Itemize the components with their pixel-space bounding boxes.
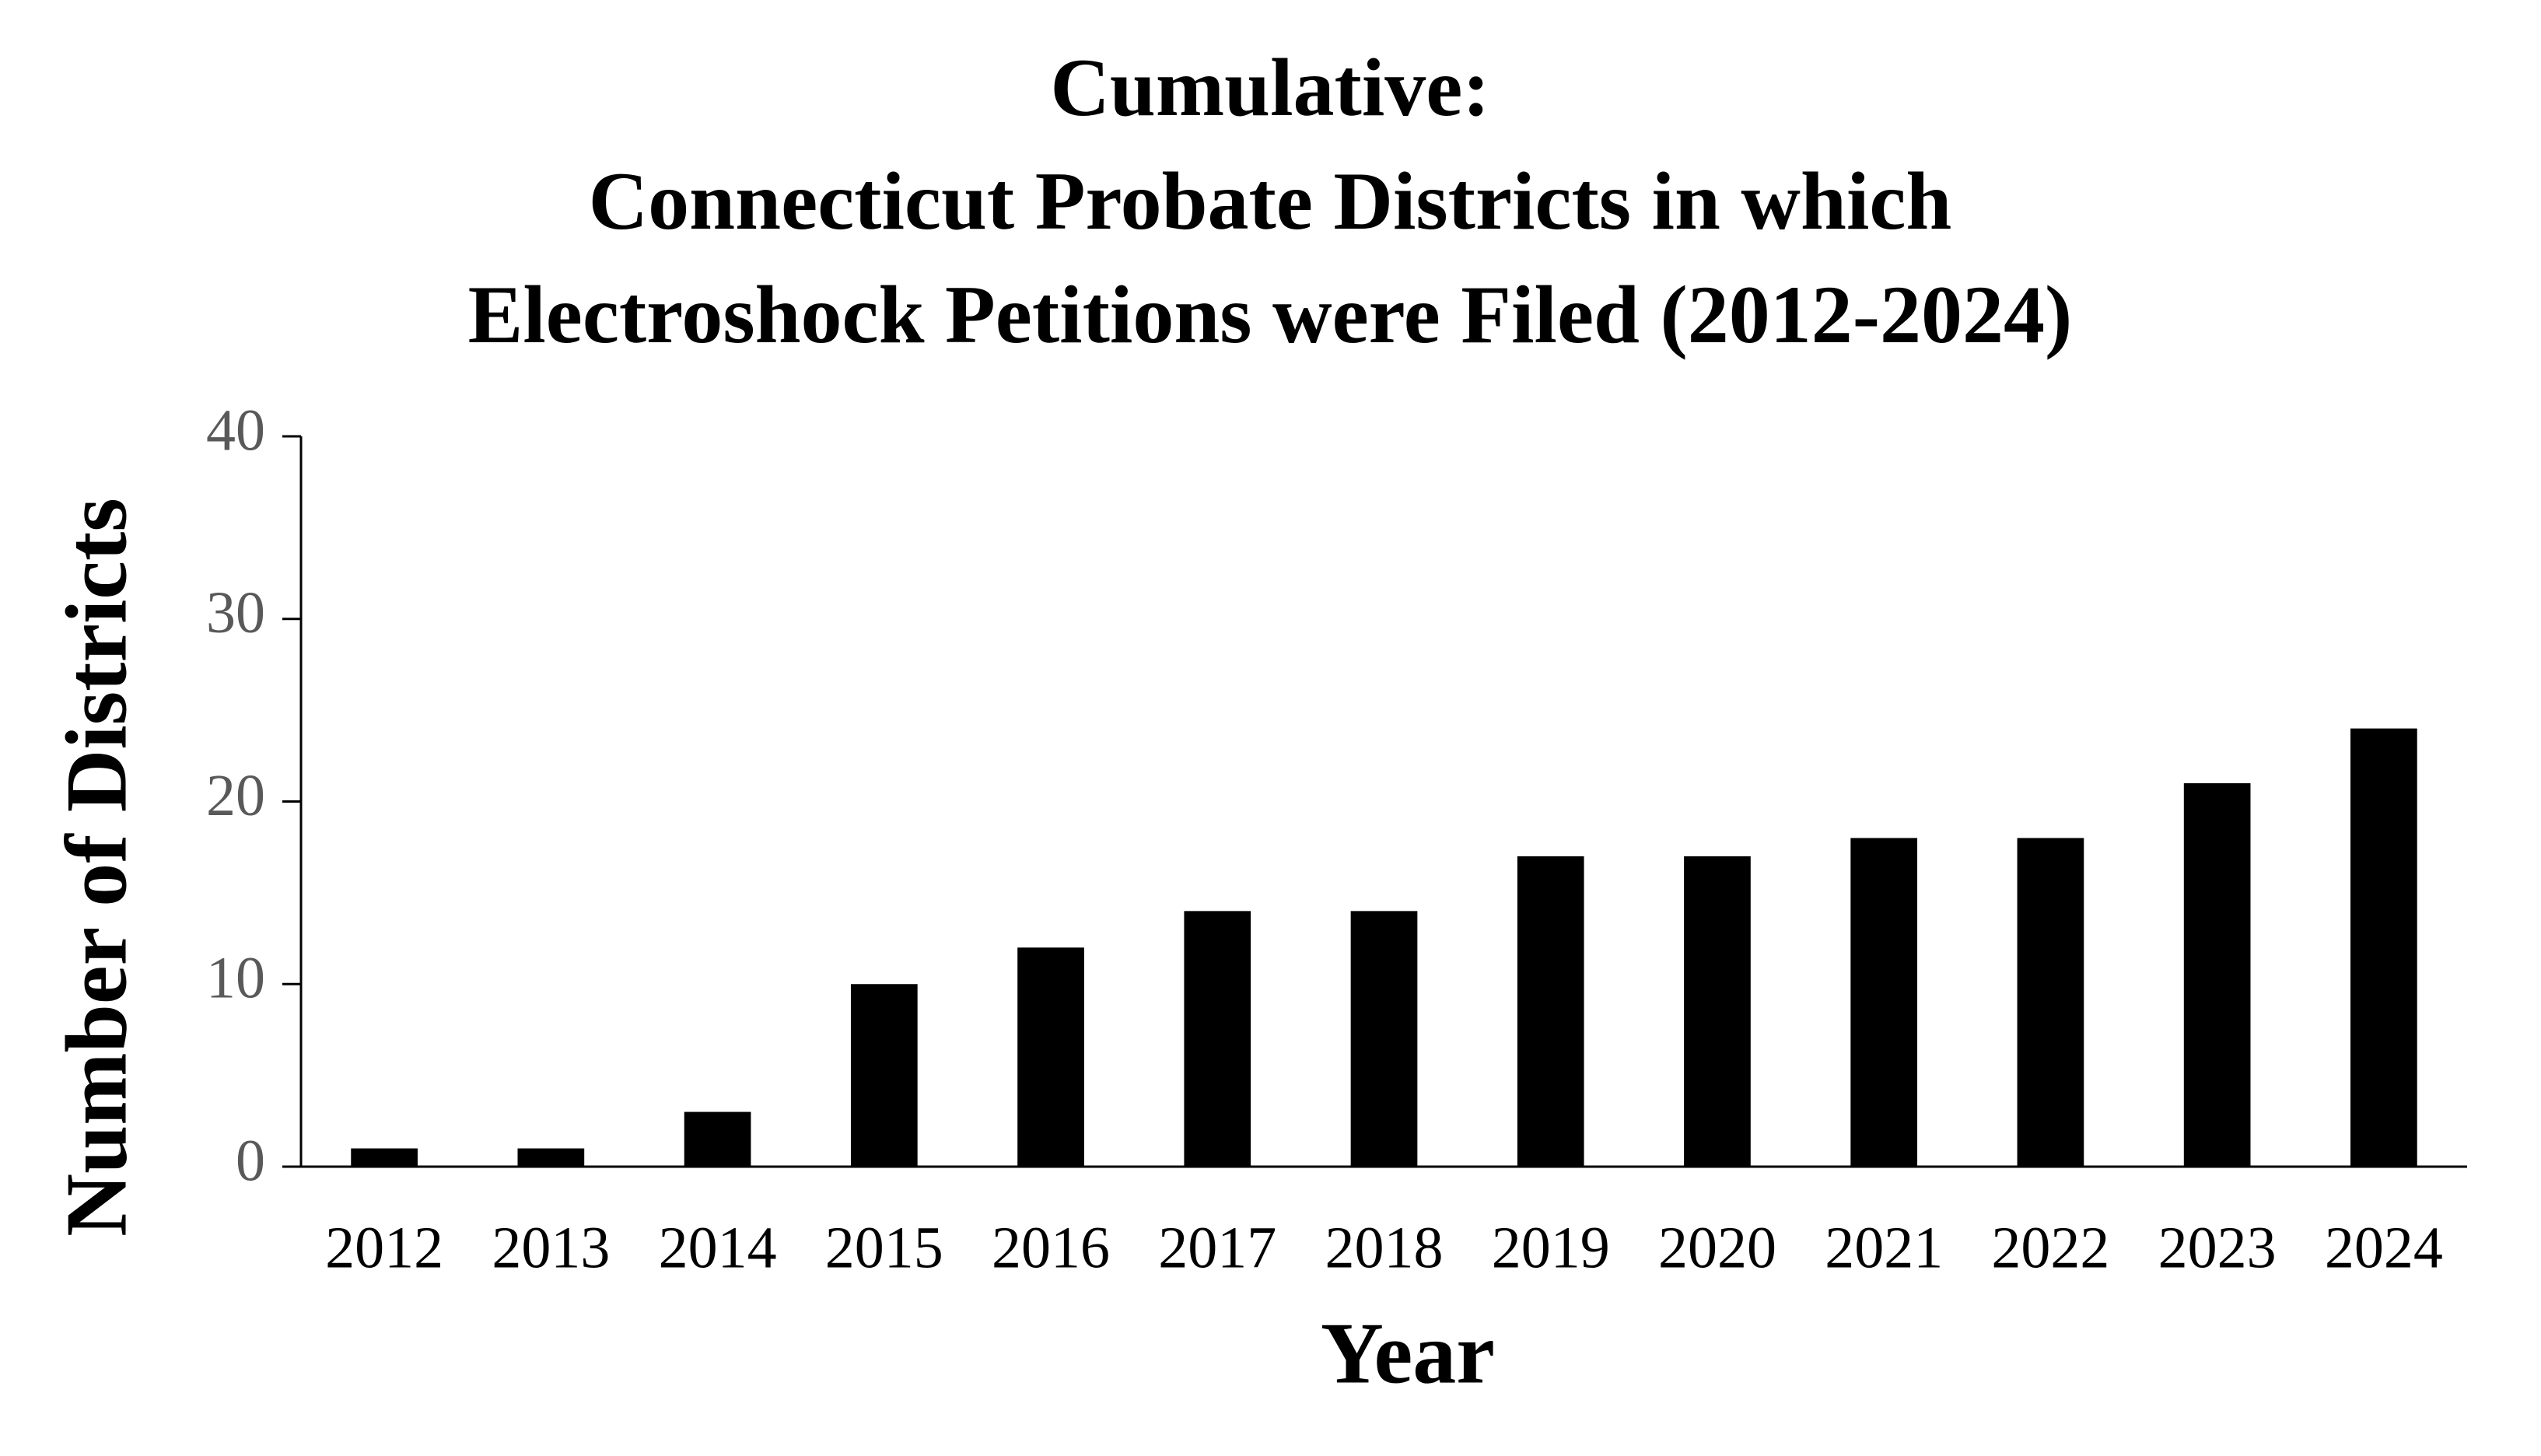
y-tick-label: 30 [206, 580, 265, 646]
y-tick-label: 0 [236, 1128, 265, 1193]
x-tick-label: 2022 [1991, 1215, 2109, 1280]
x-tick-label: 2019 [1492, 1215, 1610, 1280]
bar [2017, 838, 2084, 1167]
bar [1517, 856, 1584, 1167]
x-tick-label: 2020 [1658, 1215, 1776, 1280]
chart-title: Cumulative: [1050, 42, 1489, 133]
bar [2183, 783, 2251, 1167]
bar [351, 1148, 418, 1167]
x-tick-label: 2015 [825, 1215, 943, 1280]
x-tick-label: 2016 [992, 1215, 1110, 1280]
y-tick-label: 10 [206, 946, 265, 1011]
x-tick-label: 2021 [1825, 1215, 1943, 1280]
x-tick-label: 2018 [1325, 1215, 1444, 1280]
bar [1017, 947, 1084, 1167]
y-tick-label: 40 [206, 397, 265, 463]
bar [517, 1148, 585, 1167]
x-tick-label: 2014 [659, 1215, 777, 1280]
x-axis-title: Year [1321, 1306, 1495, 1402]
x-tick-label: 2017 [1158, 1215, 1276, 1280]
bar [1850, 838, 1918, 1167]
chart-title: Connecticut Probate Districts in which [589, 156, 1952, 247]
x-tick-label: 2024 [2325, 1215, 2443, 1280]
bar [2350, 728, 2417, 1167]
bar [850, 984, 918, 1167]
x-tick-label: 2012 [325, 1215, 443, 1280]
x-tick-label: 2023 [2158, 1215, 2277, 1280]
x-tick-label: 2013 [492, 1215, 610, 1280]
bar [1684, 856, 1751, 1167]
y-tick-label: 20 [206, 763, 265, 828]
y-axis-title: Number of Districts [49, 498, 145, 1237]
bar [1350, 911, 1418, 1167]
chart-title: Electroshock Petitions were Filed (2012-… [468, 269, 2073, 360]
bar [684, 1111, 751, 1167]
bar [1184, 911, 1251, 1167]
